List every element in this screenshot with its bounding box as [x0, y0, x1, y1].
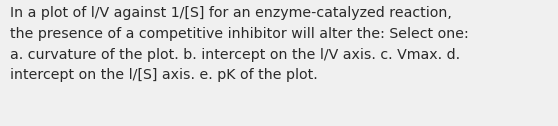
Text: In a plot of l/V against 1/[S] for an enzyme-catalyzed reaction,
the presence of: In a plot of l/V against 1/[S] for an en…: [10, 6, 469, 82]
